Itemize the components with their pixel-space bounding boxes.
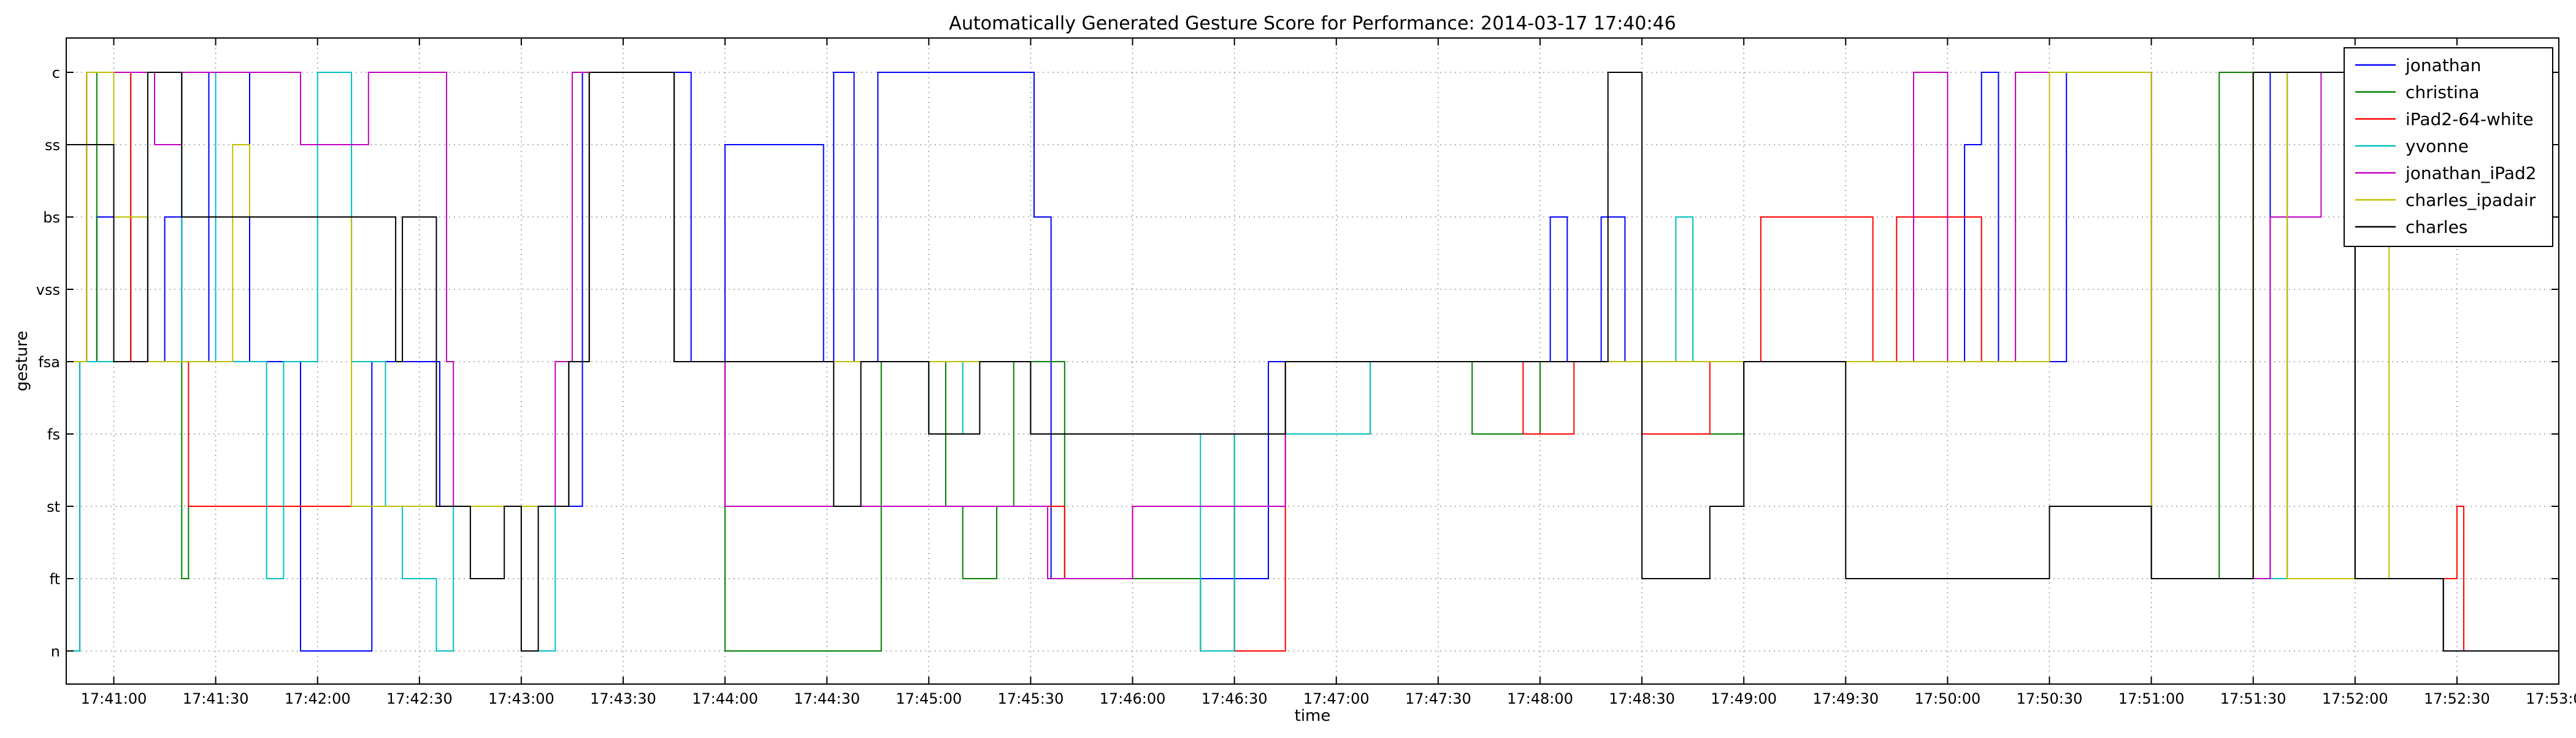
- x-axis-label: time: [1295, 707, 1331, 725]
- legend-label: jonathan: [2405, 55, 2481, 75]
- x-tick-label: 17:41:30: [183, 690, 249, 707]
- legend-label: yvonne: [2405, 136, 2469, 156]
- y-axis-label: gesture: [13, 331, 31, 392]
- x-tick-label: 17:52:30: [2424, 690, 2490, 707]
- x-tick-label: 17:46:30: [1202, 690, 1268, 707]
- x-tick-label: 17:47:30: [1405, 690, 1471, 707]
- x-tick-label: 17:49:30: [1812, 690, 1879, 707]
- x-tick-label: 17:41:00: [81, 690, 147, 707]
- axis-layer: n ft st fs fsa vss bs ss c 17:41:00 17:41:30 17:42:…: [36, 38, 2576, 707]
- x-tick-label: 17:53:00: [2526, 690, 2576, 707]
- y-tick-label: st: [47, 498, 60, 515]
- series-line-jonathan_iPad2: [66, 72, 2559, 652]
- y-tick-label: bs: [43, 209, 60, 226]
- x-tick-label: 17:47:00: [1303, 690, 1370, 707]
- x-tick-label: 17:48:30: [1609, 690, 1675, 707]
- x-tick-label: 17:45:30: [998, 690, 1064, 707]
- x-tick-label: 17:45:00: [895, 690, 962, 707]
- series-line-charles: [66, 72, 2559, 652]
- x-tick-label: 17:43:30: [590, 690, 656, 707]
- legend-label: charles_ipadair: [2405, 190, 2536, 210]
- x-tick-label: 17:43:00: [488, 690, 554, 707]
- series-layer: [66, 72, 2559, 652]
- x-tick-label: 17:44:30: [794, 690, 860, 707]
- y-tick-label: fsa: [38, 354, 60, 371]
- x-tick-label: 17:51:30: [2220, 690, 2287, 707]
- x-tick-label: 17:42:00: [285, 690, 351, 707]
- x-tick-label: 17:50:00: [1914, 690, 1980, 707]
- x-tick-label: 17:49:00: [1711, 690, 1777, 707]
- x-tick-label: 17:44:00: [692, 690, 758, 707]
- x-tick-label: 17:42:30: [386, 690, 453, 707]
- y-tick-label: c: [52, 64, 60, 82]
- y-tick-label: n: [51, 643, 60, 660]
- legend: jonathan christina iPad2-64-white yvonne jon…: [2344, 47, 2553, 247]
- x-tick-label: 17:48:00: [1507, 690, 1573, 707]
- legend-label: christina: [2405, 82, 2480, 102]
- x-tick-label: 17:51:00: [2118, 690, 2185, 707]
- x-tick-label: 17:52:00: [2322, 690, 2388, 707]
- legend-frame: [2344, 47, 2553, 247]
- legend-label: jonathan_iPad2: [2405, 163, 2537, 183]
- y-tick-label: ft: [50, 571, 60, 588]
- y-tick-label: fs: [47, 426, 60, 443]
- legend-label: iPad2-64-white: [2405, 109, 2534, 129]
- y-tick-label: ss: [45, 137, 60, 154]
- x-tick-label: 17:46:00: [1100, 690, 1166, 707]
- chart-title: Automatically Generated Gesture Score fo…: [949, 13, 1676, 34]
- x-tick-label: 17:50:30: [2017, 690, 2083, 707]
- legend-label: charles: [2405, 217, 2467, 237]
- y-tick-label: vss: [36, 281, 60, 299]
